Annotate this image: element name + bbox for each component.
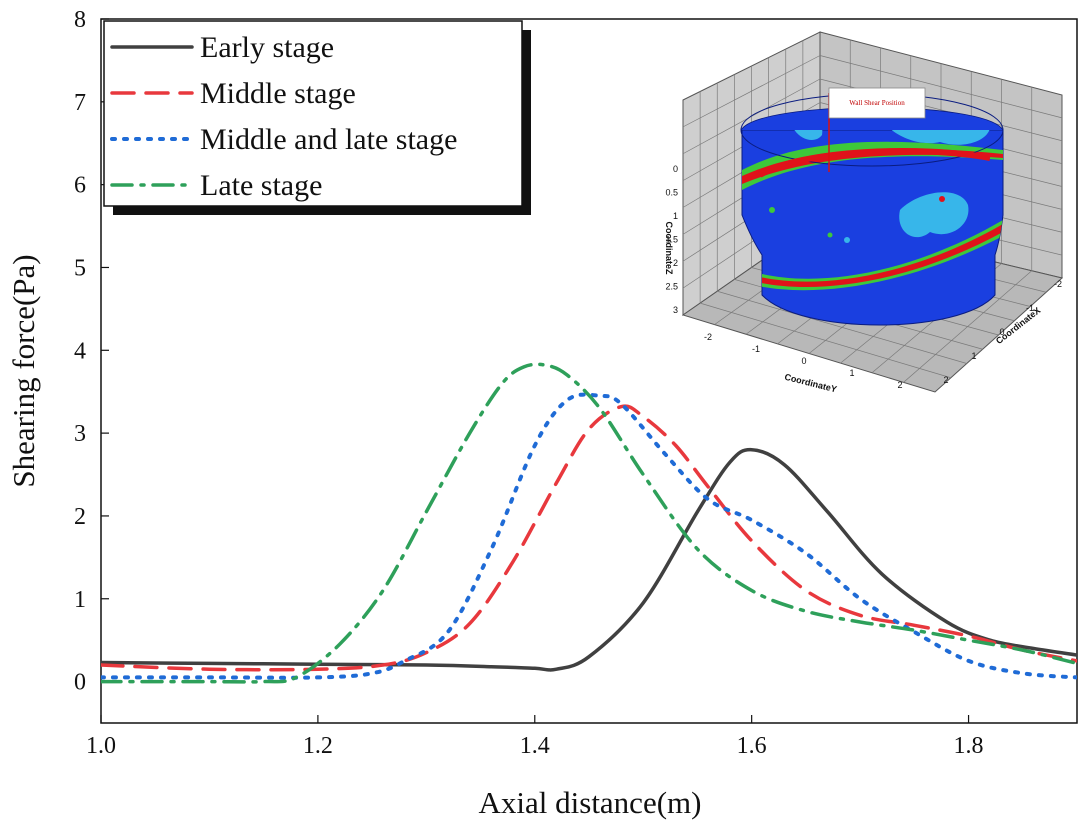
inset-z-tick: 1.5 xyxy=(665,235,678,245)
y-tick-label: 4 xyxy=(74,338,86,364)
inset-figure: Wall Shear Position CoordinateZ Coordina… xyxy=(664,31,1064,395)
legend-label: Late stage xyxy=(200,169,322,202)
inset-z-tick: 1 xyxy=(673,211,678,221)
inset-x-tick: -1 xyxy=(1026,303,1034,313)
legend-label: Middle stage xyxy=(200,77,356,110)
inset-y-tick: 1 xyxy=(849,368,854,378)
y-tick-label: 8 xyxy=(74,7,86,33)
inset-y-axis-label: CoordinateY xyxy=(784,372,838,395)
inset-z-tick: 2.5 xyxy=(665,282,678,292)
legend-box xyxy=(103,20,523,207)
contour-spot xyxy=(769,207,775,213)
inset-z-axis-label: CoordinateZ xyxy=(664,222,674,276)
y-tick-label: 3 xyxy=(74,421,86,447)
contour-band-lower-red xyxy=(742,224,1003,288)
contour-spot xyxy=(844,237,850,243)
series-layer xyxy=(101,362,1077,684)
inset-grid-line xyxy=(903,270,1032,383)
contour-patch xyxy=(790,130,823,140)
inset-x-tick: 1 xyxy=(971,351,976,361)
inset-y-tick: -2 xyxy=(704,332,712,342)
x-axis-ticks: 1.0 1.2 1.4 1.6 1.8 xyxy=(86,715,984,759)
legend-label: Early stage xyxy=(200,31,334,64)
inset-y-tick: 0 xyxy=(801,356,806,366)
inset-z-tick: 3 xyxy=(673,305,678,315)
contour-patch xyxy=(880,130,991,145)
x-axis-title: Axial distance(m) xyxy=(479,785,702,820)
x-tick-label: 1.0 xyxy=(86,733,116,759)
y-tick-label: 0 xyxy=(74,670,86,696)
y-axis-title: Shearing force(Pa) xyxy=(6,254,41,487)
legend: Early stage Middle stage Middle and late s… xyxy=(103,20,531,215)
contour-spot xyxy=(827,232,833,238)
y-tick-label: 5 xyxy=(74,255,86,281)
cylinder-body xyxy=(741,129,1004,326)
series-line-2 xyxy=(101,404,1077,672)
callout-label: Wall Shear Position xyxy=(849,99,905,107)
series-line-3 xyxy=(101,392,1077,680)
inset-z-tick: 0 xyxy=(673,164,678,174)
inset-y-tick: -1 xyxy=(752,344,760,354)
inset-y-tick: 2 xyxy=(897,380,902,390)
inset-x-tick: 0 xyxy=(999,327,1004,337)
legend-label: Middle and late stage xyxy=(200,123,457,156)
contour-spot xyxy=(939,196,945,202)
inset-x-tick: -2 xyxy=(1054,279,1062,289)
inset-cylinder xyxy=(740,93,1004,326)
x-tick-label: 1.2 xyxy=(303,733,333,759)
y-axis-ticks: 0 1 2 3 4 5 6 7 8 xyxy=(74,7,109,696)
y-tick-label: 1 xyxy=(74,587,86,613)
y-tick-label: 7 xyxy=(74,90,86,116)
inset-tick-labels: 0 0.5 1 1.5 2 2.5 3 -2 -1 0 1 2 -2 -1 0 1 2 xyxy=(665,164,1062,390)
plot-frame xyxy=(100,18,1078,724)
contour-inner-red xyxy=(758,148,991,178)
x-tick-label: 1.6 xyxy=(737,733,767,759)
series-line-4 xyxy=(101,362,1077,684)
series-line-1 xyxy=(101,447,1077,672)
x-tick-label: 1.4 xyxy=(520,733,550,759)
x-tick-label: 1.8 xyxy=(954,733,984,759)
y-tick-label: 6 xyxy=(74,173,86,199)
callout-box xyxy=(828,87,926,119)
inset-z-tick: 2 xyxy=(673,258,678,268)
y-tick-label: 2 xyxy=(74,504,86,530)
inset-z-tick: 0.5 xyxy=(665,188,678,198)
inset-x-tick: 2 xyxy=(943,375,948,385)
contour-patch xyxy=(899,192,969,238)
